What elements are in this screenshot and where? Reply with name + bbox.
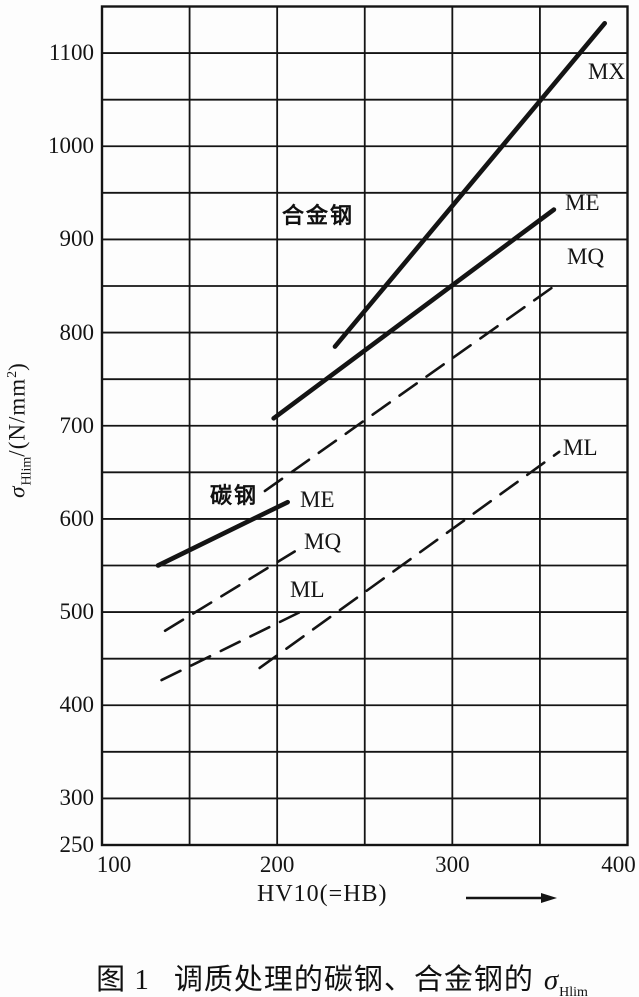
x-axis-arrow-head bbox=[541, 893, 557, 903]
y-tick-600: 600 bbox=[59, 505, 95, 531]
y-tick-1000: 1000 bbox=[48, 133, 94, 159]
y-tick-1100: 1100 bbox=[48, 40, 94, 66]
y-tick-250: 250 bbox=[59, 832, 95, 857]
caption-sigma-symbol: σ bbox=[543, 964, 560, 996]
series-line-carbon-me bbox=[155, 499, 290, 568]
group-label-carbon-steel: 碳钢 bbox=[210, 483, 259, 508]
x-axis-title: HV10(=HB) bbox=[257, 881, 388, 907]
caption-sigma-subscript: Hlim bbox=[559, 984, 588, 997]
figure-caption: 图 1 调质处理的碳钢、合金钢的 σHlim bbox=[0, 956, 639, 997]
line-label-carbon-me: ME bbox=[300, 487, 335, 512]
line-label-carbon-ml: ML bbox=[290, 577, 325, 602]
y-tick-900: 900 bbox=[59, 226, 95, 252]
y-tick-500: 500 bbox=[59, 599, 95, 625]
line-label-alloy-mq: MQ bbox=[567, 244, 605, 269]
chart-canvas bbox=[100, 5, 629, 903]
plot-border bbox=[100, 5, 629, 847]
sigma-subscript: Hlim bbox=[19, 456, 35, 486]
series-line-alloy-mx bbox=[332, 20, 608, 349]
series-line-alloy-ml bbox=[258, 450, 561, 670]
line-label-alloy-me: ME bbox=[565, 190, 600, 215]
y-tick-300: 300 bbox=[59, 785, 95, 811]
line-label-alloy-mx: MX bbox=[588, 59, 626, 84]
line-label-carbon-mq: MQ bbox=[304, 529, 342, 554]
caption-text: 调质处理的碳钢、合金钢的 bbox=[173, 964, 534, 996]
x-tick-200: 200 bbox=[259, 852, 295, 877]
series-line-alloy-mq bbox=[263, 280, 563, 493]
group-label-alloy-steel: 合金钢 bbox=[282, 203, 355, 228]
y-tick-700: 700 bbox=[59, 412, 95, 438]
units-close-paren: ) bbox=[4, 362, 30, 371]
x-tick-300: 300 bbox=[435, 852, 470, 877]
series-line-carbon-ml bbox=[160, 610, 302, 682]
series-line-carbon-mq bbox=[163, 550, 296, 633]
y-tick-400: 400 bbox=[59, 692, 95, 718]
sigma-symbol: σ bbox=[4, 485, 30, 498]
x-tick-100: 100 bbox=[96, 852, 132, 877]
series-line-alloy-me bbox=[271, 207, 557, 421]
x-tick-400: 400 bbox=[601, 852, 636, 877]
units-exponent: 2 bbox=[5, 370, 21, 378]
figure-number: 图 1 bbox=[96, 964, 150, 996]
line-label-alloy-ml: ML bbox=[563, 435, 598, 460]
y-tick-800: 800 bbox=[59, 319, 95, 345]
